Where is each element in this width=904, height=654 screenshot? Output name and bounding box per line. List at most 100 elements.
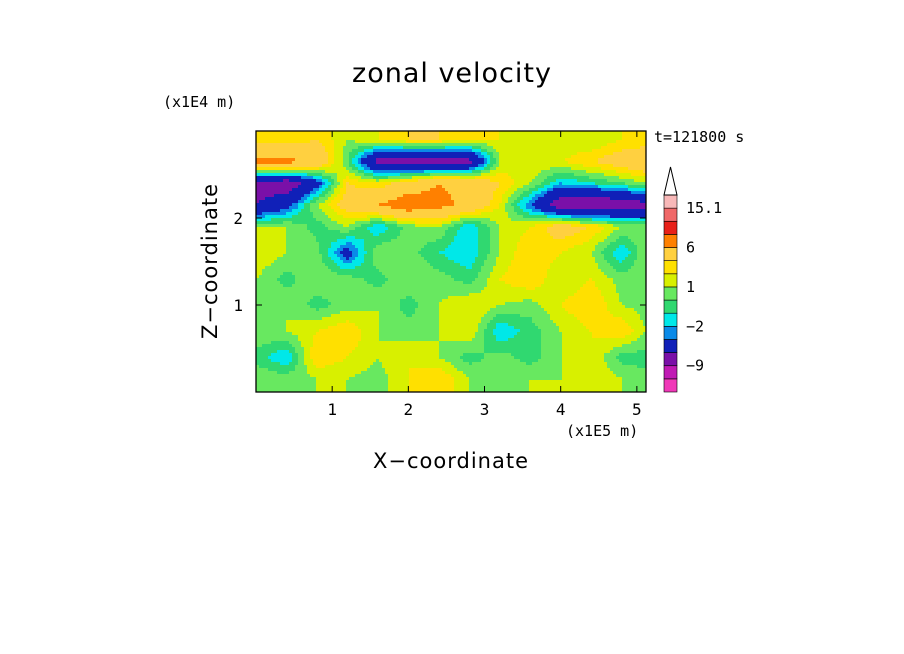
field-cell [421,200,425,204]
field-cell [442,227,446,231]
field-cell [592,137,596,141]
field-cell [478,212,482,216]
field-cell [460,227,464,231]
field-cell [466,239,470,243]
field-cell [322,227,326,231]
field-cell [376,137,380,141]
field-cell [550,140,554,144]
field-cell [508,239,512,243]
field-cell [328,152,332,156]
field-cell [544,164,548,168]
field-cell [457,182,461,186]
field-cell [523,221,527,225]
field-cell [256,239,260,243]
field-cell [607,236,611,240]
field-cell [385,197,389,201]
field-cell [460,176,464,180]
field-cell [337,143,341,147]
field-cell [613,194,617,198]
field-cell [280,179,284,183]
field-cell [460,236,464,240]
field-cell [481,191,485,195]
field-cell [595,167,599,171]
field-cell [577,158,581,162]
field-cell [349,197,353,201]
field-cell [268,173,272,177]
field-cell [529,197,533,201]
field-cell [475,170,479,174]
field-cell [352,191,356,195]
field-cell [604,158,608,162]
field-cell [304,221,308,225]
field-cell [409,131,413,135]
field-cell [415,242,419,246]
field-cell [496,152,500,156]
field-cell [634,137,638,141]
field-cell [343,218,347,222]
field-cell [304,137,308,141]
field-cell [493,134,497,138]
field-cell [268,218,272,222]
field-cell [415,191,419,195]
field-cell [604,131,608,135]
field-cell [526,242,530,246]
field-cell [394,200,398,204]
field-cell [481,218,485,222]
field-cell [637,167,641,171]
field-cell [550,209,554,213]
field-cell [376,209,380,213]
field-cell [382,227,386,231]
field-cell [565,131,569,135]
field-cell [610,218,614,222]
field-cell [352,185,356,189]
field-cell [613,170,617,174]
field-cell [346,227,350,231]
field-cell [475,158,479,162]
field-cell [361,245,365,249]
field-cell [292,194,296,198]
field-cell [601,170,605,174]
field-cell [295,170,299,174]
field-cell [610,134,614,138]
field-cell [511,173,515,177]
field-cell [421,212,425,216]
field-cell [613,197,617,201]
field-cell [586,170,590,174]
field-cell [484,134,488,138]
field-cell [370,203,374,207]
field-cell [388,203,392,207]
field-cell [439,242,443,246]
field-cell [610,224,614,228]
field-cell [571,152,575,156]
field-cell [337,191,341,195]
field-cell [610,158,614,162]
field-cell [424,131,428,135]
field-cell [589,230,593,234]
field-cell [547,197,551,201]
field-cell [388,227,392,231]
field-cell [319,179,323,183]
field-cell [580,149,584,153]
field-cell [271,221,275,225]
field-cell [610,197,614,201]
field-cell [490,173,494,177]
field-cell [442,182,446,186]
field-cell [634,230,638,234]
field-cell [328,212,332,216]
field-cell [568,131,572,135]
field-cell [478,131,482,135]
field-cell [283,179,287,183]
field-cell [625,170,629,174]
field-cell [601,224,605,228]
field-cell [289,212,293,216]
field-cell [274,179,278,183]
field-cell [448,242,452,246]
field-cell [526,155,530,159]
field-cell [439,212,443,216]
field-cell [436,188,440,192]
field-cell [322,182,326,186]
field-cell [412,134,416,138]
field-cell [427,215,431,219]
field-cell [487,239,491,243]
field-cell [532,200,536,204]
